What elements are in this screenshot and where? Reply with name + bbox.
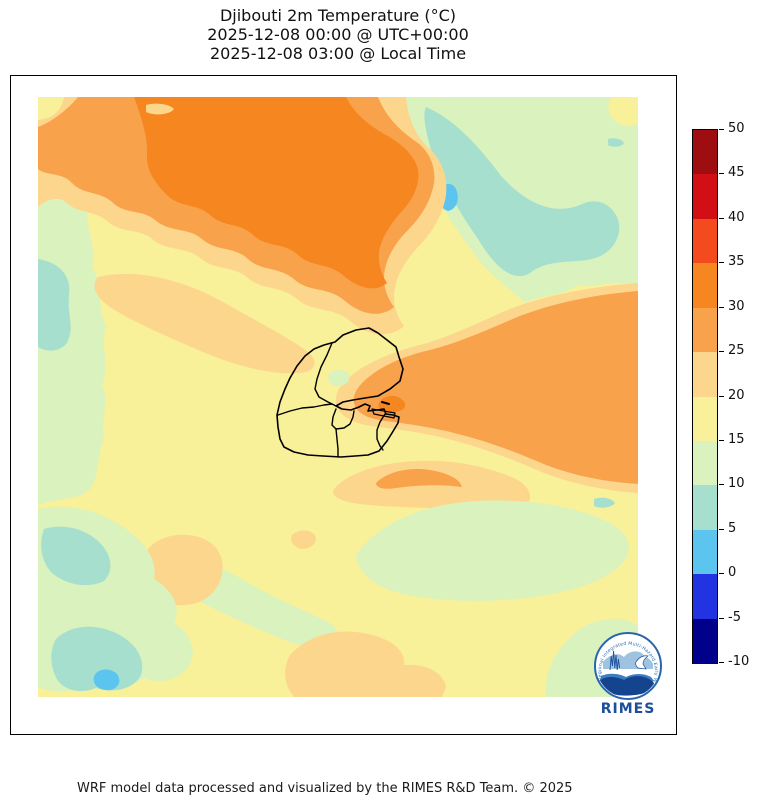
logo-artwork <box>599 650 656 696</box>
temperature-map <box>38 97 638 697</box>
colorbar <box>692 129 718 664</box>
rimes-logo-svg: Regional Integrated Multi-Hazard Early W… <box>586 624 662 717</box>
colorbar-segment-25-30 <box>693 307 717 353</box>
border-city-strip-line <box>371 408 396 419</box>
contour-west-teal-mid <box>38 259 71 351</box>
contour-northeast-teal <box>424 107 620 277</box>
contour-northeast-teal-dash <box>608 138 624 147</box>
contour-tan-mid-patch <box>94 273 315 374</box>
colorbar-tick <box>719 484 724 486</box>
colorbar-segment-15-20 <box>693 396 717 442</box>
contour-south-orange-wedge <box>376 469 462 489</box>
colorbar-tick <box>719 173 724 175</box>
colorbar-segment--5-0 <box>693 574 717 620</box>
contour-southwest-teal-lower <box>51 626 143 692</box>
colorbar-tick <box>719 617 724 619</box>
colorbar-tick-label-20: 20 <box>728 387 745 403</box>
border-tadjourah-dikhil-line <box>277 403 333 416</box>
colorbar-tick <box>719 439 724 441</box>
colorbar-tick-label--10: -10 <box>728 654 750 669</box>
contour-northeast-corner-yellow <box>608 97 638 126</box>
contour-south-of-band-tan <box>332 460 531 511</box>
colorbar-tick <box>719 217 724 219</box>
colorbar-segment-30-35 <box>693 263 717 309</box>
contour-country-green-dot <box>328 369 350 387</box>
contour-southwest-teal-upper <box>41 526 111 586</box>
rimes-logo: Regional Integrated Multi-Hazard Early W… <box>586 624 672 720</box>
border-alisabieh-city-line <box>376 413 386 451</box>
contour-small-tan-dot <box>291 530 316 549</box>
logo-wordmark: RIMES <box>601 701 656 717</box>
colorbar-tick-label-35: 35 <box>728 254 745 270</box>
border-dikhil-alisabieh-line <box>335 428 339 458</box>
colorbar-tick <box>719 262 724 264</box>
border-djibouti-outline <box>276 327 404 458</box>
colorbar-segment-5-10 <box>693 485 717 531</box>
colorbar-tick-label-30: 30 <box>728 298 745 314</box>
colorbar-tick <box>719 573 724 575</box>
contour-bottom-tan-blobs <box>285 631 446 697</box>
footer-credit: WRF model data processed and visualized … <box>77 781 573 796</box>
contour-gulf-band-orange <box>353 291 638 484</box>
colorbar-tick <box>719 306 724 308</box>
contour-northwest-dark-orange-core <box>134 97 419 289</box>
colorbar-tick-label-50: 50 <box>728 121 745 136</box>
colorbar-segment-35-40 <box>693 218 717 264</box>
title-line-local-time: 2025-12-08 03:00 @ Local Time <box>209 44 467 63</box>
colorbar-segment-0-5 <box>693 529 717 575</box>
contour-field-svg <box>38 97 638 697</box>
contour-northwest-corner-yellow <box>38 97 64 120</box>
border-obock-tadjourah-line <box>314 342 337 407</box>
contour-south-green-lens <box>356 500 629 601</box>
contour-southwest-cold-blue-spot <box>93 669 120 691</box>
logo-wave-dark <box>599 676 656 696</box>
colorbar-tick <box>719 351 724 353</box>
colorbar-tick-label-5: 5 <box>728 520 737 536</box>
colorbar-tick-label-0: 0 <box>728 565 737 581</box>
colorbar-tick <box>719 129 724 130</box>
border-islands-dash <box>381 401 390 405</box>
colorbar-tick-label-40: 40 <box>728 209 745 225</box>
contour-city-coast-hot-spot <box>378 395 406 413</box>
colorbar-segment-40-45 <box>693 174 717 220</box>
contour-west-edge-green-strip <box>38 119 106 505</box>
colorbar-segment--10--5 <box>693 618 717 664</box>
title-line-utc-time: 2025-12-08 00:00 @ UTC+00:00 <box>207 25 469 44</box>
colorbar-tick-label--5: -5 <box>728 609 741 625</box>
colorbar-segment-45-50 <box>693 130 717 176</box>
colorbar-tick <box>719 528 724 530</box>
colorbar-tick-label-25: 25 <box>728 343 745 359</box>
colorbar-segment-10-15 <box>693 440 717 486</box>
colorbar-tick <box>719 662 724 663</box>
logo-bird-icon <box>635 655 649 670</box>
colorbar-tick-label-10: 10 <box>728 476 745 492</box>
colorbar-tick-label-45: 45 <box>728 165 745 181</box>
colorbar-tick-label-15: 15 <box>728 431 745 447</box>
contour-south-teal-dash <box>594 497 615 508</box>
logo-seismograph-icon <box>609 650 621 671</box>
colorbar-tick <box>719 395 724 397</box>
title-line-variable: Djibouti 2m Temperature (°C) <box>219 6 457 25</box>
contour-tan-dash-in-core <box>146 103 174 115</box>
colorbar-segment-20-25 <box>693 352 717 398</box>
plot-title: Djibouti 2m Temperature (°C) 2025-12-08 … <box>0 6 676 63</box>
border-arta-region-line <box>331 408 355 430</box>
